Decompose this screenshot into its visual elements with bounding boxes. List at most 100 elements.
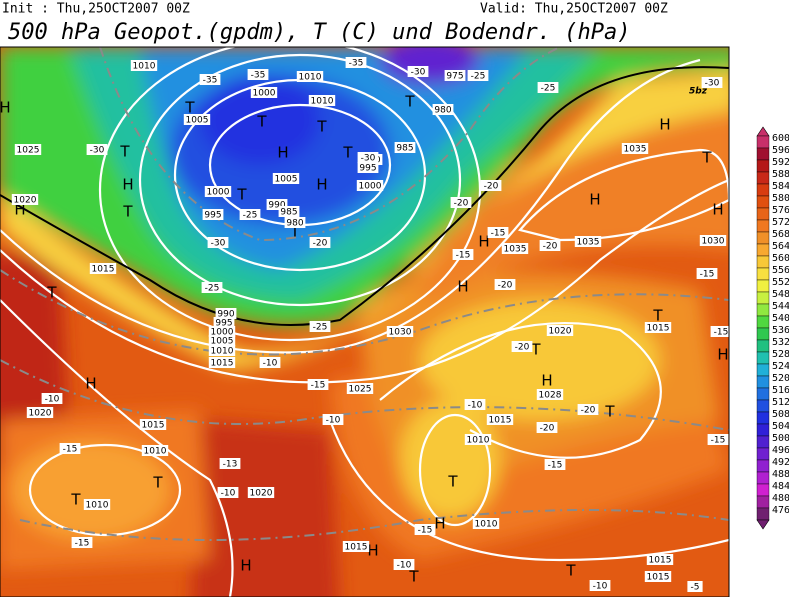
isotherm-label-box xyxy=(539,240,561,251)
colorbar-label: 496 xyxy=(772,445,789,456)
valid-time: Valid: Thu,25OCT2007 00Z xyxy=(480,2,668,17)
isobar-label: 1020 xyxy=(29,409,52,419)
isobar-label-box xyxy=(208,326,236,337)
colorbar-cell xyxy=(756,495,770,509)
isobar-label-box xyxy=(444,70,466,81)
colorbar-cell xyxy=(756,411,770,425)
pressure-center: H xyxy=(14,201,25,219)
isotherm-label: -10 xyxy=(593,582,608,592)
isotherm-label-box xyxy=(259,357,281,368)
isotherm-label-box xyxy=(480,180,502,191)
isobar-label-box xyxy=(536,389,564,400)
colorbar-label: 520 xyxy=(772,373,789,384)
pressure-center: H xyxy=(659,116,670,134)
colorbar-label: 516 xyxy=(772,385,789,396)
colorbar-cell xyxy=(756,195,770,209)
pressure-center: H xyxy=(122,176,133,194)
colorbar-cell xyxy=(756,159,770,173)
colorbar-label: 596 xyxy=(772,145,789,156)
isotherm-label-box xyxy=(544,459,566,470)
isotherm-label-box xyxy=(511,341,533,352)
isotherm-label-box xyxy=(494,279,516,290)
isotherm-label-box xyxy=(393,559,415,570)
isobar-label: 1010 xyxy=(144,447,167,457)
colorbar-label: 524 xyxy=(772,361,789,372)
isotherm-label-box xyxy=(701,77,723,88)
isotherm-label-box xyxy=(207,237,229,248)
isotherm-label-box xyxy=(452,249,474,260)
isobar-label-box xyxy=(11,194,39,205)
isotherm-label-box xyxy=(577,404,599,415)
isobar-label: 1010 xyxy=(299,73,322,83)
colorbar-cell xyxy=(756,423,770,437)
isobar-label: 985 xyxy=(280,208,297,218)
isobar-label-box xyxy=(266,199,288,210)
isotherm-label-box xyxy=(71,537,93,548)
pressure-center: H xyxy=(457,278,468,296)
colorbar-cell xyxy=(756,147,770,161)
isobar-label: 1015 xyxy=(649,556,672,566)
map-title: 500 hPa Geopot.(gpdm), T (C) und Bodendr… xyxy=(8,20,631,45)
isobar-label: 1000 xyxy=(359,182,382,192)
isobar-label-box xyxy=(204,186,232,197)
pressure-center: H xyxy=(277,144,288,162)
colorbar-cell xyxy=(756,435,770,449)
colorbar-label: 600 xyxy=(772,133,789,144)
isotherm-label: -15 xyxy=(418,526,433,536)
pressure-center: T xyxy=(119,143,130,161)
colorbar-cell xyxy=(756,387,770,401)
isotherm-label-box xyxy=(464,399,486,410)
isotherm-label-box xyxy=(247,69,269,80)
isotherm-label: -10 xyxy=(221,489,236,499)
isobar-label: 995 xyxy=(204,211,221,221)
isobar-label-box xyxy=(646,554,674,565)
isobar-label-box xyxy=(308,95,336,106)
pressure-center: T xyxy=(184,99,195,117)
isobar-label: 1005 xyxy=(211,337,234,347)
isotherm-label: -25 xyxy=(313,323,328,333)
isobar-label-box xyxy=(574,236,602,247)
isobar-label-box xyxy=(83,499,111,510)
isobar-label-box xyxy=(26,407,54,418)
isobar-label: 1020 xyxy=(250,489,273,499)
map-credit: 5bz xyxy=(689,87,708,97)
isobar-label: 990 xyxy=(217,310,234,320)
isobar-label: 1035 xyxy=(577,238,600,248)
isotherm-label-box xyxy=(239,209,261,220)
isotherm-label: -15 xyxy=(714,328,729,338)
zero-contour xyxy=(0,66,729,326)
isobar-label: 1015 xyxy=(647,573,670,583)
colorbar-label: 536 xyxy=(772,325,789,336)
colorbar-cell xyxy=(756,255,770,269)
colorbar-cell xyxy=(756,267,770,281)
isotherm-label: -10 xyxy=(326,416,341,426)
isotherm-label: -20 xyxy=(543,242,558,252)
isobar-label: 1005 xyxy=(275,175,298,185)
map-frame xyxy=(0,46,730,597)
isotherm-label-box xyxy=(407,66,429,77)
colorbar-cell xyxy=(756,327,770,341)
colorbar-label: 588 xyxy=(772,169,789,180)
colorbar-label: 580 xyxy=(772,193,789,204)
isotherm-label: -30 xyxy=(411,68,426,78)
colorbar-cell xyxy=(756,375,770,389)
isotherm-label-box xyxy=(345,57,367,68)
colorbar-cell xyxy=(756,291,770,305)
colorbar-label: 532 xyxy=(772,337,789,348)
isotherm-label-box xyxy=(41,393,63,404)
pressure-center: T xyxy=(604,403,615,421)
isotherm-label: -13 xyxy=(223,460,238,470)
isotherm-label: -15 xyxy=(311,381,326,391)
isobar-label-box xyxy=(183,114,211,125)
pressure-center: T xyxy=(342,144,353,162)
colorbar-label: 512 xyxy=(772,397,789,408)
isobar-label: 1010 xyxy=(86,501,109,511)
pressure-center: T xyxy=(447,473,458,491)
isobars xyxy=(0,47,729,597)
isobar-label-box xyxy=(247,487,275,498)
isotherm-label: -15 xyxy=(548,461,563,471)
pressure-center: T xyxy=(565,562,576,580)
isobar-label-box xyxy=(486,414,514,425)
pressure-center: T xyxy=(70,491,81,509)
isobar-label-box xyxy=(546,325,574,336)
